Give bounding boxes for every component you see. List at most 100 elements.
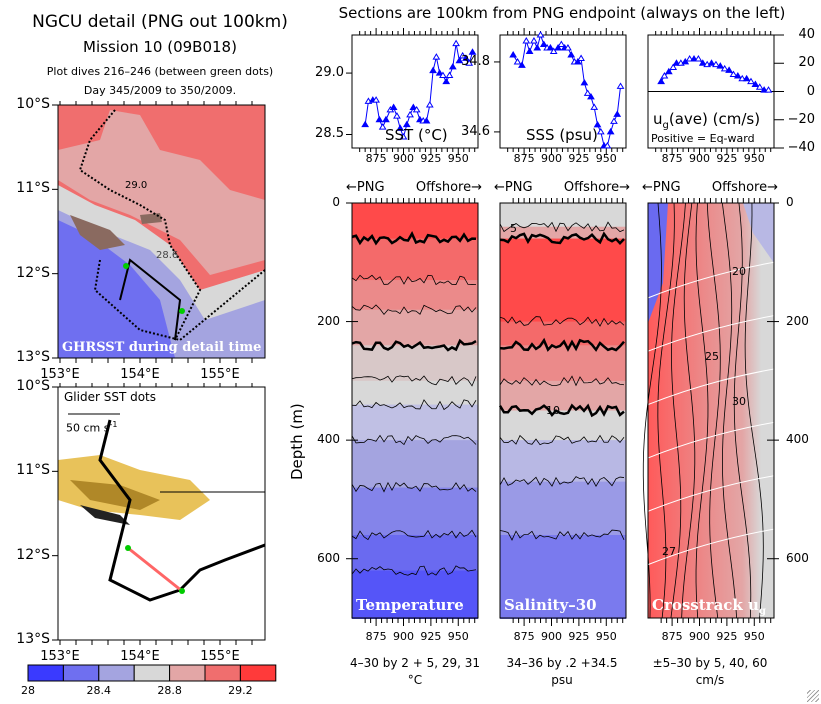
- y-tick-label: −20: [787, 111, 815, 127]
- data-point: [720, 64, 729, 72]
- x-tick-label: 875: [513, 630, 535, 643]
- section-band: [352, 280, 478, 311]
- contour-line: [351, 529, 477, 541]
- y-tick-label: 34.8: [461, 53, 490, 69]
- data-point: [513, 57, 522, 65]
- data-point: [439, 71, 447, 79]
- data-point: [372, 96, 380, 103]
- contour-label-28.6: 28.6: [156, 250, 179, 261]
- ug-contours-note: ±5–30 by 5, 40, 60: [652, 656, 768, 670]
- data-point: [435, 69, 444, 76]
- section-band: [352, 345, 478, 382]
- data-point: [442, 77, 451, 85]
- resize-grip[interactable]: [807, 690, 819, 702]
- data-point: [539, 40, 548, 47]
- x-tick-label: 875: [661, 152, 683, 165]
- contour-label: 25: [705, 350, 719, 363]
- x-tick-label: 875: [365, 152, 387, 165]
- data-point: [393, 112, 401, 119]
- contour-line: [744, 202, 764, 619]
- direction-left: ←PNG: [346, 180, 385, 195]
- mission-label: Mission 10 (09B018): [83, 38, 237, 56]
- negative-region: [648, 203, 668, 323]
- contour-line: [721, 202, 738, 619]
- data-point: [567, 50, 576, 58]
- data-point: [573, 57, 582, 65]
- section-band: [352, 203, 478, 240]
- lat-label: 10°S: [16, 96, 50, 112]
- contour-line: [499, 231, 625, 246]
- data-point: [603, 141, 612, 149]
- data-point: [698, 59, 707, 66]
- map-frame: [57, 386, 266, 641]
- sal-units: psu: [551, 673, 573, 687]
- scale-label: 50 cm s-1: [66, 420, 117, 435]
- contour-line: [733, 202, 752, 619]
- x-tick-label: 950: [743, 630, 765, 643]
- ug-rest: (ave) (cm/s): [668, 110, 761, 128]
- salinity-panel-label: Salinity–30: [504, 596, 597, 614]
- data-point: [577, 54, 585, 61]
- x-tick-label: 950: [595, 152, 617, 165]
- data-point: [432, 53, 441, 60]
- temp-contours-note: 4–30 by 2 + 5, 29, 31: [349, 656, 481, 670]
- data-point: [554, 43, 562, 51]
- section-band: [500, 481, 626, 536]
- data-point: [452, 39, 460, 47]
- data-point: [530, 36, 538, 44]
- colorbar-swatch: [169, 664, 206, 682]
- data-point: [725, 66, 733, 73]
- section-band: [352, 238, 478, 282]
- data-point: [448, 62, 457, 70]
- data-point: [525, 47, 534, 54]
- contour-line: [499, 316, 625, 327]
- data-point: [587, 92, 595, 100]
- data-point: [733, 71, 742, 79]
- isopycnal-line: [647, 368, 775, 406]
- series-line: [364, 43, 474, 139]
- data-point: [546, 43, 555, 51]
- sst-band: [58, 220, 175, 358]
- ug-sub: g: [662, 120, 669, 131]
- depth-label-right: 600: [786, 550, 809, 565]
- data-point: [660, 71, 669, 79]
- ug-note: Positive = Eq-ward: [651, 132, 755, 145]
- direction-right: Offshore→: [711, 180, 778, 195]
- glider-track: [93, 259, 266, 342]
- contour-line: [351, 375, 477, 387]
- data-point: [583, 89, 592, 96]
- data-point: [399, 132, 408, 140]
- lat-label: 13°S: [16, 631, 50, 647]
- crosstrack-panel-label: Crosstrack ug: [652, 596, 766, 617]
- data-point: [593, 120, 602, 128]
- section-band: [500, 440, 626, 483]
- data-point: [580, 78, 589, 86]
- data-point: [747, 77, 755, 85]
- contour-label: 30: [732, 395, 746, 408]
- data-point: [596, 127, 605, 135]
- section-band: [500, 380, 626, 412]
- x-tick-label: 925: [420, 630, 442, 643]
- sst-band: [58, 110, 265, 275]
- data-point: [690, 55, 698, 62]
- depth-label-left: 600: [317, 550, 340, 565]
- data-point: [409, 103, 418, 110]
- data-point: [685, 55, 694, 62]
- data-point: [375, 115, 384, 123]
- data-point: [425, 101, 434, 108]
- contour-line: [351, 304, 477, 315]
- contour-line: [499, 529, 625, 541]
- direction-right: Offshore→: [563, 180, 630, 195]
- colorbar-label: 28.4: [86, 684, 112, 697]
- data-point: [518, 61, 526, 68]
- contour-label: 5: [510, 222, 517, 235]
- data-point: [616, 82, 625, 89]
- contour-label: 27: [662, 545, 676, 558]
- data-point: [760, 86, 769, 93]
- data-point: [755, 83, 764, 90]
- days-label: Day 345/2009 to 350/2009.: [83, 84, 237, 97]
- y-tick-label: 34.6: [461, 123, 490, 139]
- data-point: [458, 51, 467, 59]
- direction-right: Offshore→: [415, 180, 482, 195]
